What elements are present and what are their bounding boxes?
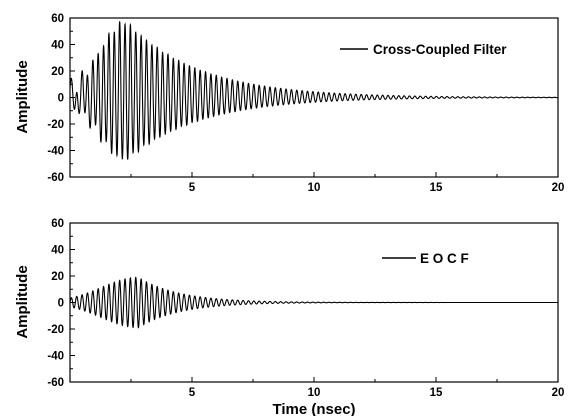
bottom-x-axis-title: Time (nsec) xyxy=(272,401,355,416)
top-x-tick-label: 15 xyxy=(430,182,443,194)
bottom-y-tick-label: 40 xyxy=(51,245,64,257)
bottom-x-axis: 5 10 15 20 xyxy=(130,377,565,399)
bottom-y-tick-label: -40 xyxy=(47,351,64,363)
top-y-axis-title: Amplitude xyxy=(14,60,31,133)
top-x-axis: 5 10 15 20 xyxy=(130,172,565,194)
top-legend-label: Cross-Coupled Filter xyxy=(373,42,507,57)
top-y-tick-label: 40 xyxy=(51,40,64,52)
top-y-tick-label: 60 xyxy=(51,13,64,25)
top-series-line-cross-coupled-filter xyxy=(69,21,559,160)
bottom-y-tick-label: -20 xyxy=(47,324,64,336)
top-y-tick-label: -40 xyxy=(47,146,64,158)
top-x-tick-label: 20 xyxy=(552,182,565,194)
bottom-x-tick-label: 10 xyxy=(308,387,321,399)
top-y-axis: -60 -40 -20 0 20 40 60 xyxy=(47,13,75,184)
bottom-x-tick-label: 15 xyxy=(430,387,443,399)
top-x-tick-label: 5 xyxy=(189,182,196,194)
bottom-series-line-eocf xyxy=(69,276,558,329)
top-chart-panel: -60 -40 -20 0 20 40 60 5 10 15 20 Cross-Coupled F… xyxy=(14,13,564,194)
bottom-y-axis-title: Amplitude xyxy=(14,265,31,338)
bottom-y-tick-label: 60 xyxy=(51,218,64,230)
bottom-x-tick-label: 5 xyxy=(189,387,196,399)
top-y-tick-label: -20 xyxy=(47,119,64,131)
top-x-tick-label: 10 xyxy=(308,182,321,194)
bottom-chart-panel: -60 -40 -20 0 20 40 60 5 10 15 20 E O C F Amplitu… xyxy=(14,218,564,416)
top-y-tick-label: 20 xyxy=(51,66,64,78)
bottom-y-tick-label: 0 xyxy=(58,298,64,310)
bottom-x-tick-label: 20 xyxy=(552,387,565,399)
top-y-tick-label: -60 xyxy=(47,172,64,184)
bottom-y-axis: -60 -40 -20 0 20 40 60 xyxy=(47,218,75,389)
top-y-tick-label: 0 xyxy=(58,93,64,105)
bottom-y-tick-label: -60 xyxy=(47,377,64,389)
bottom-legend-label: E O C F xyxy=(420,251,469,266)
bottom-y-tick-label: 20 xyxy=(51,271,64,283)
